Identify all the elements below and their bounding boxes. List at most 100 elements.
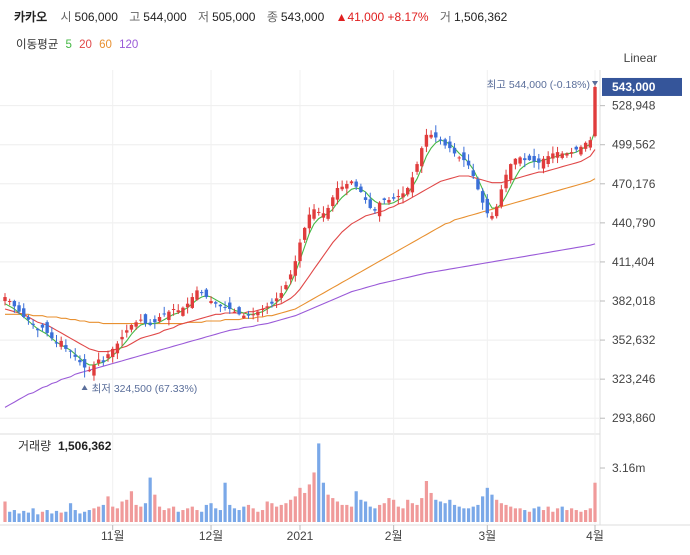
ma-60-label: 60 (99, 39, 112, 51)
candle-body (101, 360, 106, 363)
volume-bar (593, 482, 597, 522)
candle-body (251, 314, 255, 316)
volume-bar (204, 504, 208, 522)
candle-body (209, 301, 213, 304)
candle-body (565, 153, 569, 156)
open-value: 506,000 (74, 10, 118, 24)
volume-bar (237, 510, 241, 522)
candle-body (405, 188, 410, 195)
scale-mode-toggle[interactable]: Linear (623, 51, 657, 65)
volume-bar (40, 511, 45, 522)
candle-body (387, 199, 391, 203)
volume-bar (120, 501, 124, 522)
volume-bar (265, 501, 269, 522)
volume-bar (3, 501, 7, 522)
candle-body (288, 274, 293, 280)
candle-body (448, 141, 452, 149)
volume-bar (485, 487, 489, 522)
price-tick-label: 470,176 (612, 177, 656, 191)
volume-bar (495, 499, 499, 522)
volume-bar (509, 506, 513, 522)
low-value: 505,000 (212, 10, 256, 24)
high-value: 544,000 (143, 10, 187, 24)
high-label: 고 (129, 10, 141, 24)
volume-bar (218, 510, 222, 522)
candle-body (569, 152, 574, 154)
volume-bar (560, 506, 564, 522)
volume-bar (476, 504, 480, 522)
volume-bar (312, 472, 316, 522)
time-tick-label: 12월 (199, 529, 223, 543)
volume-bar (289, 499, 293, 522)
ma20-line (4, 149, 596, 353)
candle-body (317, 211, 321, 213)
volume-bar (260, 510, 265, 522)
volume-bar (242, 506, 246, 522)
price-tick-label: 323,246 (612, 372, 656, 386)
candle-body (340, 186, 344, 190)
candle-body (588, 140, 593, 148)
candle-body (59, 340, 63, 347)
volume-bar (457, 506, 461, 522)
volume-bar (307, 484, 311, 522)
ma-20-label: 20 (79, 39, 92, 51)
price-tick-label: 352,632 (612, 333, 656, 347)
price-tick-label: 382,018 (612, 294, 656, 308)
volume-bar (176, 511, 180, 522)
volume-bar (195, 510, 199, 522)
candle-body (148, 322, 152, 325)
volume-bar (209, 503, 213, 522)
volume-bar (504, 504, 508, 522)
candle-body (490, 215, 494, 219)
time-tick-label: 2월 (385, 529, 403, 543)
candle-body (424, 134, 429, 147)
candle-body (462, 152, 466, 161)
time-tick-label: 3월 (478, 529, 496, 543)
close-label: 종 (266, 10, 278, 24)
volume-bar (298, 487, 302, 522)
candle-body (537, 158, 541, 163)
volume-bar (335, 501, 340, 522)
candle-body (434, 132, 438, 138)
candle-body (480, 191, 485, 203)
candle-body (78, 360, 82, 363)
candle-body (68, 350, 73, 352)
candle-body (401, 193, 405, 198)
candle-body (485, 198, 490, 214)
candle-body (153, 319, 157, 323)
quote-header: 카카오 시 506,000 고 544,000 저 505,000 종 543,000 … (14, 8, 515, 26)
volume-bar (321, 482, 326, 522)
volume-bar (434, 499, 438, 522)
candle-body (204, 289, 209, 298)
volume-bar (443, 503, 447, 522)
candle-body (307, 214, 312, 229)
volume-bar (387, 498, 391, 522)
candle-body (410, 177, 415, 193)
volume-bar (541, 510, 546, 522)
volume-bar (401, 508, 405, 522)
volume-bar (214, 508, 218, 522)
candle-body (3, 297, 7, 302)
volume-bar (588, 508, 592, 522)
candle-body (223, 306, 227, 308)
volume-bar (584, 510, 588, 522)
volume-bar (574, 510, 578, 522)
candle-body (466, 160, 471, 166)
candle-body (143, 314, 148, 324)
volume-bar (143, 503, 148, 522)
candle-body (476, 179, 480, 190)
moving-average-legend[interactable]: 이동평균 5 20 60 120 (16, 36, 142, 52)
candle-body (429, 134, 433, 138)
volume-bar (50, 513, 54, 522)
volume-bar (378, 504, 382, 522)
candle-body (354, 181, 358, 187)
candle-body (115, 343, 120, 354)
candle-body (181, 307, 185, 316)
volume-bar (565, 510, 569, 522)
candle-body (551, 153, 555, 159)
open-label: 시 (60, 10, 72, 24)
candle-body (31, 323, 35, 325)
volume-bar (129, 491, 134, 522)
volume-bar (363, 501, 368, 522)
